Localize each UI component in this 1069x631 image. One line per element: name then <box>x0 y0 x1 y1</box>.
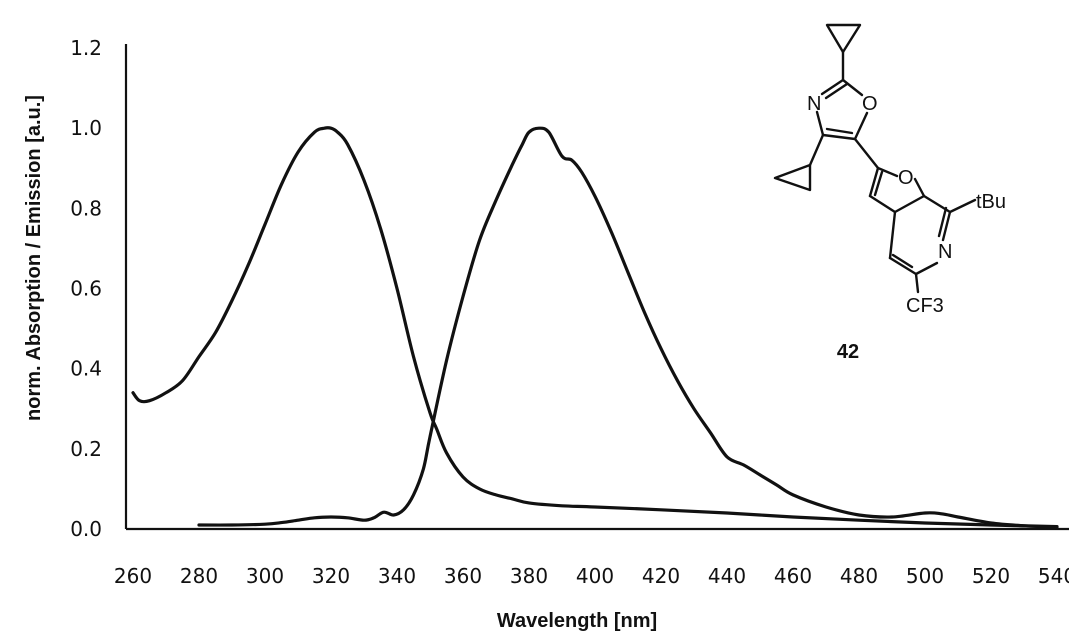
compound-label: 42 <box>837 341 859 363</box>
atom-o-oxazole: O <box>862 93 878 115</box>
x-tick-label: 420 <box>642 564 680 588</box>
x-tick-label: 320 <box>312 564 350 588</box>
x-tick-label: 280 <box>180 564 218 588</box>
cyclopropyl-left <box>773 163 812 192</box>
atom-n-pyridine: N <box>938 241 952 263</box>
x-tick-label: 440 <box>708 564 746 588</box>
y-axis-label: norm. Absorption / Emission [a.u.] <box>23 95 45 421</box>
x-tick-label: 540 <box>1038 564 1069 588</box>
x-tick-label: 520 <box>972 564 1010 588</box>
atom-o-furan: O <box>898 167 914 189</box>
atom-tbu: tBu <box>976 191 1006 213</box>
y-tick-label: 0.6 <box>70 277 102 301</box>
x-tick-label: 480 <box>840 564 878 588</box>
y-tick-label: 0.0 <box>70 517 102 541</box>
x-tick-label: 460 <box>774 564 812 588</box>
x-tick-label: 400 <box>576 564 614 588</box>
x-tick-label: 300 <box>246 564 284 588</box>
cyclopropyl-top <box>825 23 862 54</box>
x-tick-label: 260 <box>114 564 152 588</box>
series-absorption-line <box>131 126 1059 529</box>
y-tick-label: 0.8 <box>70 196 102 220</box>
y-tick-label: 0.2 <box>70 437 102 461</box>
x-tick-label: 340 <box>378 564 416 588</box>
y-tick-labels: 0.0 0.2 0.4 0.6 0.8 1.0 1.2 <box>70 36 102 541</box>
x-tick-label: 500 <box>906 564 944 588</box>
atom-n-oxazole: N <box>807 93 821 115</box>
atom-cf3: CF3 <box>906 295 944 317</box>
y-tick-label: 0.4 <box>70 357 102 381</box>
series-group <box>131 126 1059 529</box>
molecule-structure: N O O tBu N CF3 <box>773 23 1006 317</box>
x-axis-label: Wavelength [nm] <box>497 610 657 631</box>
series-emission-line <box>197 126 1059 529</box>
x-tick-label: 360 <box>444 564 482 588</box>
x-tick-labels: 260 280 300 320 340 360 380 400 420 440 460 480 500 5… <box>114 564 1069 588</box>
y-tick-label: 1.2 <box>70 36 102 60</box>
x-tick-label: 380 <box>510 564 548 588</box>
y-tick-label: 1.0 <box>70 116 102 140</box>
